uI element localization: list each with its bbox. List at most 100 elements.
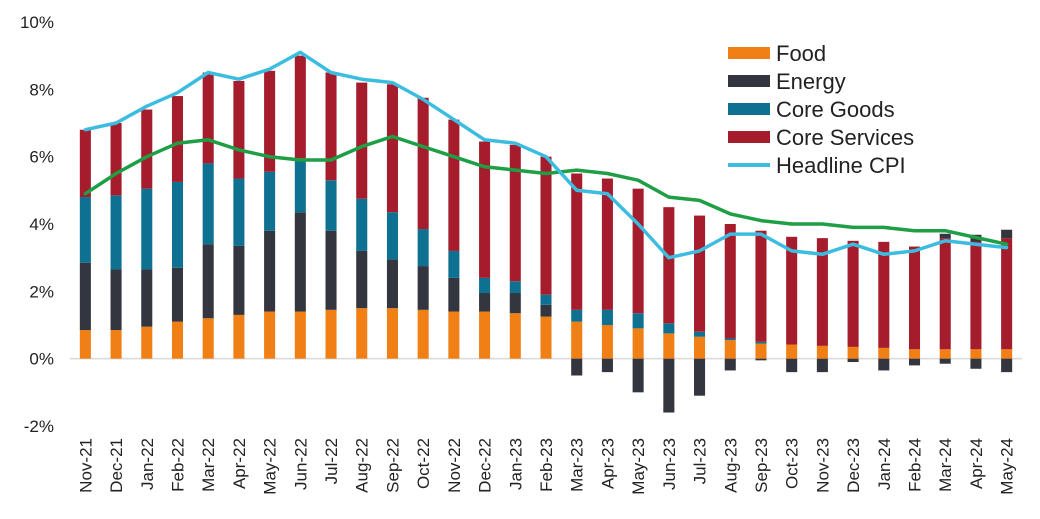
x-tick-label: Nov-23 <box>813 438 832 493</box>
bar-segment <box>509 144 521 282</box>
x-tick-label: Sep-22 <box>383 438 402 493</box>
bar-segment <box>970 349 982 359</box>
bar-segment <box>724 224 736 339</box>
bar-segment <box>110 123 122 196</box>
bar-segment <box>141 188 153 270</box>
x-axis-labels: Nov-21 Dec-21 Jan-22 Feb-22 Mar-22 Apr-22 May-… <box>76 438 1016 495</box>
bar-segment <box>663 358 675 413</box>
y-tick-label: 4% <box>29 215 54 234</box>
legend-label: Core Goods <box>776 97 895 122</box>
x-tick-label: Jan-24 <box>875 438 894 490</box>
x-tick-label: Dec-22 <box>476 438 495 493</box>
bar-segment <box>878 358 890 371</box>
bar-segment <box>417 229 429 267</box>
x-tick-label: Jul-23 <box>691 438 710 484</box>
bar-segment <box>141 109 153 189</box>
bar-segment <box>448 277 460 312</box>
x-tick-label: Dec-21 <box>107 438 126 493</box>
bar-segment <box>171 96 184 182</box>
bar-segment <box>816 345 828 359</box>
bar-segment <box>970 358 982 369</box>
legend-swatch <box>728 103 770 115</box>
bar-segment <box>908 349 921 359</box>
bar-segment <box>571 309 583 322</box>
x-tick-label: May-23 <box>629 438 648 495</box>
bar-segment <box>755 343 767 359</box>
bar-segment <box>878 347 890 359</box>
bar-segment <box>79 330 91 359</box>
bar-segment <box>233 314 245 359</box>
bar-segment <box>417 97 429 230</box>
bar-segment <box>755 341 767 344</box>
x-tick-label: Jul-22 <box>322 438 341 484</box>
bar-segment <box>601 309 613 325</box>
bar-segment <box>171 267 184 322</box>
bar-segment <box>110 269 122 331</box>
bar-segment <box>356 198 368 251</box>
bar-segment <box>233 80 245 179</box>
bar-segment <box>325 230 337 310</box>
bar-segment <box>325 180 337 231</box>
bar-segment <box>386 84 398 213</box>
bar-segment <box>540 316 552 359</box>
x-tick-label: Feb-22 <box>168 438 187 492</box>
bar-segment <box>79 129 91 198</box>
bar-segment <box>939 233 951 239</box>
bar-segment <box>571 358 583 376</box>
bar-segment <box>663 207 675 324</box>
bar-segment <box>479 277 491 294</box>
bar-segment <box>939 358 951 364</box>
x-tick-label: Jun-23 <box>660 438 679 490</box>
bar-segment <box>601 358 613 373</box>
x-tick-label: Oct-22 <box>414 438 433 489</box>
bar-segment <box>356 308 368 359</box>
bar-segment <box>448 250 460 278</box>
x-tick-label: Oct-23 <box>783 438 802 489</box>
x-tick-label: May-22 <box>261 438 280 495</box>
legend-swatch <box>728 47 770 59</box>
x-tick-label: Dec-23 <box>844 438 863 493</box>
bar-segment <box>1001 349 1013 359</box>
bar-segment <box>755 230 767 342</box>
y-tick-label: -2% <box>24 417 54 436</box>
bar-segment <box>202 72 214 164</box>
bar-segment <box>786 236 798 345</box>
bar-segment <box>479 141 491 278</box>
bar-segment <box>694 331 706 337</box>
bar-segment <box>509 281 521 294</box>
bar-segment <box>202 163 214 245</box>
bar-segment <box>724 338 736 341</box>
bar-segment <box>571 321 583 359</box>
bar-segment <box>847 240 859 347</box>
bar-segment <box>540 156 552 295</box>
bar-segment <box>233 178 245 246</box>
legend-swatch <box>728 163 770 167</box>
x-tick-label: Apr-23 <box>598 438 617 489</box>
series-line <box>83 134 1009 246</box>
legend-label: Core Services <box>776 125 914 150</box>
bar-segment <box>786 344 798 359</box>
bar-segment <box>908 358 921 366</box>
bar-segment <box>233 245 245 315</box>
series-line <box>83 50 1009 260</box>
bar-segment <box>601 325 613 359</box>
bar-segment <box>294 158 306 213</box>
bar-segment <box>847 358 859 363</box>
bar-segment <box>601 178 613 310</box>
bar-segment <box>356 250 368 309</box>
bar-segment <box>908 246 921 350</box>
legend-swatch <box>728 131 770 143</box>
y-tick-label: 10% <box>20 13 54 32</box>
bar-segment <box>786 358 798 373</box>
bar-segment <box>939 349 951 359</box>
x-tick-label: Mar-24 <box>936 438 955 492</box>
bar-segment <box>632 358 644 393</box>
x-tick-label: Feb-24 <box>906 438 925 492</box>
bar-segment <box>171 181 184 268</box>
bar-segment <box>386 212 398 260</box>
bar-segment <box>202 318 214 359</box>
x-tick-label: Aug-23 <box>721 438 740 493</box>
y-axis-labels: -2% 0% 2% 4% 6% 8% 10% <box>20 13 54 436</box>
y-tick-label: 8% <box>29 80 54 99</box>
